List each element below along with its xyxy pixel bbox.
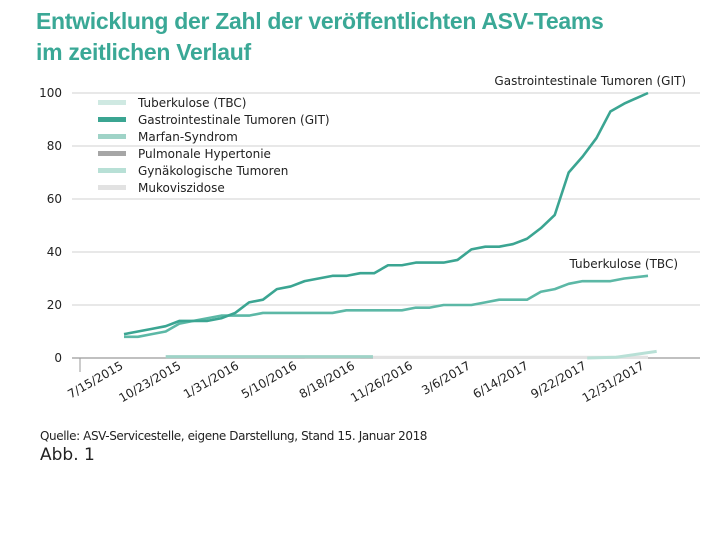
legend-label: Gastrointestinale Tumoren (GIT) <box>138 113 330 127</box>
legend-swatch <box>98 117 126 122</box>
legend-label: Marfan-Syndrom <box>138 130 238 144</box>
chart-title-line-1: Entwicklung der Zahl der veröffentlichte… <box>36 8 604 34</box>
series-line-4 <box>587 349 657 360</box>
legend-swatch <box>98 151 126 156</box>
legend-swatch <box>98 168 126 173</box>
x-tick-label: 10/23/2015 <box>116 358 183 405</box>
x-tick-label: 5/10/2016 <box>239 358 299 401</box>
chart-title: Entwicklung der Zahl der veröffentlichte… <box>36 6 604 68</box>
y-tick-label: 0 <box>54 351 62 365</box>
y-tick-label: 100 <box>39 86 62 100</box>
y-tick-label: 40 <box>47 245 62 259</box>
x-tick-label: 6/14/2017 <box>471 358 531 401</box>
series-end-label: Gastrointestinale Tumoren (GIT) <box>494 74 686 88</box>
legend-swatch <box>98 185 126 190</box>
x-tick-label: 11/26/2016 <box>348 358 415 405</box>
y-tick-label: 20 <box>47 298 62 312</box>
source-note: Quelle: ASV-Servicestelle, eigene Darste… <box>40 429 428 443</box>
series-line-1 <box>123 91 649 336</box>
y-tick-label: 80 <box>47 139 62 153</box>
figure-label: Abb. 1 <box>40 445 95 465</box>
legend-label: Mukoviszidose <box>138 181 225 195</box>
series-end-label: Tuberkulose (TBC) <box>569 257 678 271</box>
legend-label: Tuberkulose (TBC) <box>137 96 246 110</box>
chart-title-line-2: im zeitlichen Verlauf <box>36 39 251 65</box>
y-tick-label: 60 <box>47 192 62 206</box>
x-tick-label: 12/31/2017 <box>580 358 647 405</box>
legend-swatch <box>98 100 126 105</box>
series-line-0 <box>124 274 649 339</box>
x-tick-label: 1/31/2016 <box>181 358 241 401</box>
legend-label: Pulmonale Hypertonie <box>138 147 271 161</box>
legend-label: Gynäkologische Tumoren <box>138 164 288 178</box>
legend-swatch <box>98 134 126 139</box>
x-tick-label: 3/6/2017 <box>419 358 473 397</box>
